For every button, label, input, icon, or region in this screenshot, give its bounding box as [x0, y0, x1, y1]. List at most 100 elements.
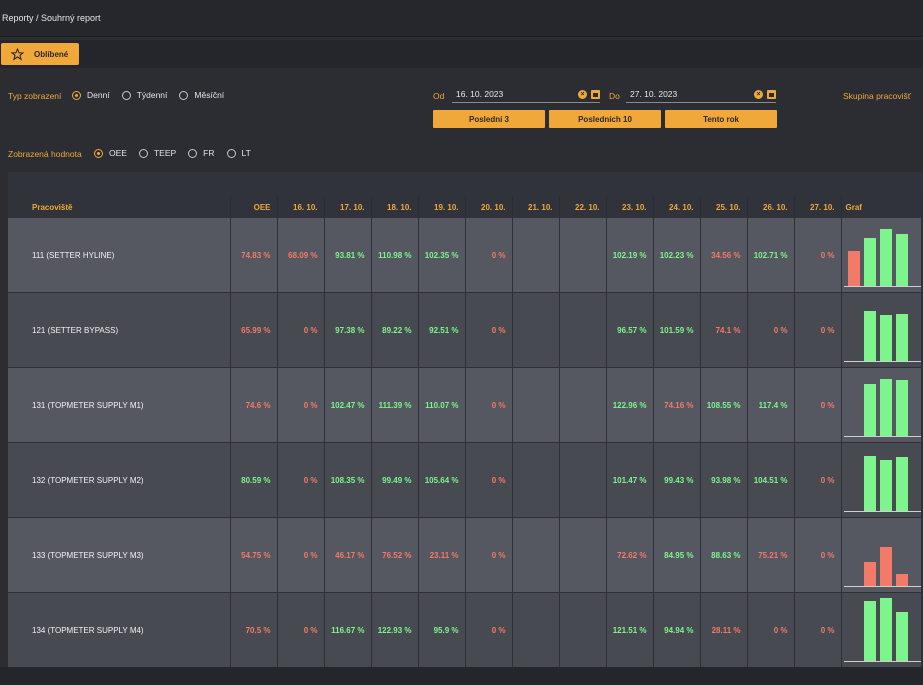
chart-bar: [863, 456, 876, 511]
chart-bar: [863, 601, 876, 661]
column-header[interactable]: 21. 10.: [512, 196, 560, 218]
mini-chart-cell: [841, 517, 922, 593]
radio-option[interactable]: LT: [226, 148, 251, 158]
table-row[interactable]: 132 (TOPMETER SUPPLY M2) 80.59 % 0 % 108.35…: [8, 442, 922, 518]
column-header[interactable]: OEE: [230, 196, 278, 218]
daily-value: 34.56 %: [700, 218, 748, 293]
oee-value: 70.5 %: [230, 592, 278, 668]
table-body: 111 (SETTER HYLINE) 74.83 % 68.09 % 93.81 %…: [8, 218, 922, 668]
column-header[interactable]: 19. 10.: [418, 196, 466, 218]
breadcrumb[interactable]: Reporty / Souhrný report: [2, 13, 101, 23]
column-header[interactable]: 16. 10.: [277, 196, 325, 218]
daily-value: 84.95 %: [653, 517, 701, 593]
radio-option[interactable]: OEE: [94, 148, 127, 158]
column-header[interactable]: 18. 10.: [371, 196, 419, 218]
clear-icon[interactable]: ×: [578, 89, 587, 99]
daily-value: [512, 592, 560, 668]
this-year-button[interactable]: Tento rok: [665, 110, 777, 128]
daily-value: 105.64 %: [418, 442, 466, 518]
displayed-value-label: Zobrazená hodnota: [8, 149, 82, 159]
column-header[interactable]: Graf: [841, 196, 922, 218]
column-header[interactable]: 20. 10.: [465, 196, 513, 218]
table-row[interactable]: 134 (TOPMETER SUPPLY M4) 70.5 % 0 % 116.67 …: [8, 592, 922, 668]
chart-bar: [895, 380, 908, 436]
column-header[interactable]: 24. 10.: [653, 196, 701, 218]
radio-circle-icon[interactable]: [188, 148, 198, 158]
displayed-value-radio-group: OEE TEEP FR LT: [94, 148, 263, 158]
calendar-icon[interactable]: [591, 89, 600, 99]
favorites-button[interactable]: Oblíbené: [1, 43, 79, 65]
daily-value: 68.09 %: [277, 218, 325, 293]
daily-value: 102.35 %: [418, 218, 466, 293]
chart-bar: [895, 234, 908, 286]
table-header-row: Pracoviště OEE 16. 10. 17. 10. 18. 10. 19. 10…: [8, 196, 922, 218]
radio-label: Měsíční: [194, 90, 225, 100]
daily-value: 93.98 %: [700, 442, 748, 518]
workplace-name: 133 (TOPMETER SUPPLY M3): [8, 517, 231, 593]
daily-value: 28.11 %: [700, 592, 748, 668]
daily-value: 0 %: [794, 442, 842, 518]
daily-value: [559, 442, 607, 518]
daily-value: 110.98 %: [371, 218, 419, 293]
radio-circle-icon[interactable]: [179, 90, 189, 100]
daily-value: 0 %: [794, 592, 842, 668]
calendar-icon[interactable]: [767, 89, 776, 99]
column-header[interactable]: 27. 10.: [794, 196, 842, 218]
radio-circle-icon[interactable]: [72, 90, 81, 100]
radio-option[interactable]: Denní: [72, 90, 110, 100]
radio-option[interactable]: TEEP: [138, 148, 176, 158]
to-date-field[interactable]: 27. 10. 2023 ×: [626, 86, 776, 103]
daily-value: 0 %: [277, 517, 325, 593]
view-type-label: Typ zobrazení: [8, 91, 62, 101]
daily-value: 99.49 %: [371, 442, 419, 518]
mini-bar-chart: [843, 443, 921, 517]
chart-baseline: [843, 661, 921, 662]
mini-chart-cell: [841, 442, 922, 518]
table-row[interactable]: 133 (TOPMETER SUPPLY M3) 54.75 % 0 % 46.17 …: [8, 517, 922, 593]
to-label: Do: [609, 91, 620, 101]
column-header[interactable]: 22. 10.: [559, 196, 607, 218]
daily-value: 0 %: [277, 367, 325, 443]
daily-value: 0 %: [277, 442, 325, 518]
radio-circle-icon[interactable]: [121, 90, 131, 100]
radio-option[interactable]: Týdenní: [121, 90, 167, 100]
radio-label: LT: [241, 148, 251, 158]
daily-value: 108.55 %: [700, 367, 748, 443]
column-header[interactable]: 17. 10.: [324, 196, 372, 218]
daily-value: 0 %: [747, 592, 795, 668]
daily-value: 0 %: [794, 218, 842, 293]
daily-value: 121.51 %: [606, 592, 654, 668]
mini-bar-chart: [843, 218, 921, 292]
daily-value: [559, 592, 607, 668]
radio-circle-icon[interactable]: [138, 148, 148, 158]
daily-value: [512, 292, 560, 368]
column-header[interactable]: 26. 10.: [747, 196, 795, 218]
radio-option[interactable]: Měsíční: [179, 90, 224, 100]
workgroup-label[interactable]: Skupina pracovišť: [843, 91, 911, 101]
daily-value: 110.07 %: [418, 367, 466, 443]
chart-bar: [863, 384, 876, 436]
radio-option[interactable]: FR: [188, 148, 215, 158]
last-3-button[interactable]: Poslední 3: [433, 110, 545, 128]
table-row[interactable]: 131 (TOPMETER SUPPLY M1) 74.6 % 0 % 102.47 …: [8, 367, 922, 443]
last-10-button[interactable]: Posledních 10: [549, 110, 661, 128]
column-header[interactable]: Pracoviště: [8, 196, 231, 218]
clear-icon[interactable]: ×: [754, 89, 763, 99]
star-icon: [11, 47, 24, 61]
mini-chart-cell: [841, 292, 922, 368]
table-row[interactable]: 121 (SETTER BYPASS) 65.99 % 0 % 97.38 % 89.2…: [8, 292, 922, 368]
from-date-field[interactable]: 16. 10. 2023 ×: [452, 86, 600, 103]
workplace-name: 134 (TOPMETER SUPPLY M4): [8, 592, 231, 668]
oee-value: 65.99 %: [230, 292, 278, 368]
column-header[interactable]: 25. 10.: [700, 196, 748, 218]
daily-value: 108.35 %: [324, 442, 372, 518]
chart-bar: [863, 311, 876, 361]
workplace-name: 111 (SETTER HYLINE): [8, 218, 231, 293]
daily-value: 101.47 %: [606, 442, 654, 518]
radio-circle-icon[interactable]: [226, 148, 236, 158]
radio-circle-icon[interactable]: [94, 148, 103, 158]
oee-value: 74.6 %: [230, 367, 278, 443]
table-row[interactable]: 111 (SETTER HYLINE) 74.83 % 68.09 % 93.81 %…: [8, 218, 922, 293]
column-header[interactable]: 23. 10.: [606, 196, 654, 218]
daily-value: 102.47 %: [324, 367, 372, 443]
